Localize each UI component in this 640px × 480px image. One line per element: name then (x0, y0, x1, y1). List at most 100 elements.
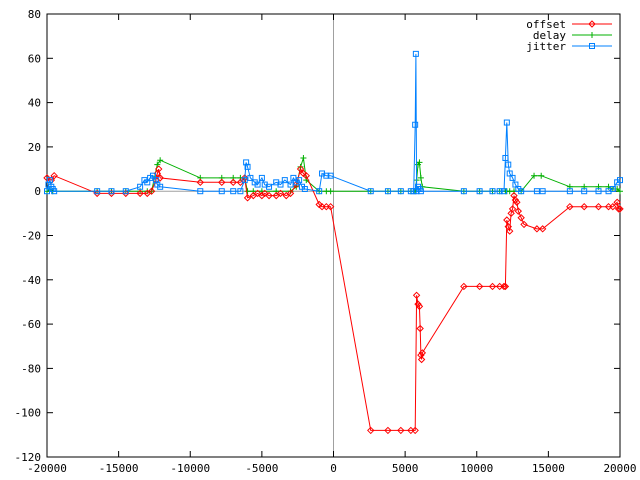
data-point-offset (500, 282, 508, 291)
data-point-jitter (327, 172, 334, 179)
data-point-jitter (287, 181, 294, 188)
data-point-jitter (367, 188, 374, 195)
data-point-offset (511, 196, 520, 204)
data-point-jitter (617, 177, 623, 184)
data-point-jitter (237, 188, 244, 195)
legend-label-offset: offset (526, 18, 566, 31)
data-point-jitter (44, 188, 50, 195)
data-point-offset (475, 282, 484, 291)
data-point-offset (501, 282, 510, 291)
data-point-offset (296, 165, 305, 173)
data-point-offset (411, 426, 419, 435)
data-point-jitter (94, 188, 101, 195)
axes: -120 -100 -80 -60 -40 -20 0 20 40 60 80 -20000 -1500… (15, 8, 637, 475)
data-point-delay (416, 159, 423, 166)
data-point-offset (580, 202, 588, 211)
data-point-offset (594, 202, 603, 211)
data-point-jitter (460, 188, 467, 195)
data-point-jitter (412, 121, 419, 128)
y-tick-label: -100 (15, 407, 42, 420)
x-tick-label: 20000 (603, 462, 636, 475)
data-point-jitter (277, 181, 284, 188)
data-point-jitter (281, 177, 288, 184)
data-point-delay (300, 154, 307, 161)
data-point-jitter (296, 177, 303, 184)
y-tick-label: -40 (21, 274, 41, 287)
data-point-offset (503, 216, 511, 224)
data-point-offset (50, 171, 58, 180)
data-point-offset (196, 178, 204, 187)
legend-marker-offset (588, 20, 596, 28)
y-tick-label: -60 (21, 318, 41, 331)
data-point-offset (415, 302, 424, 311)
data-point-jitter (496, 188, 503, 195)
data-point-offset (514, 207, 522, 215)
x-tick-label: -5000 (245, 462, 278, 475)
legend-marker-jitter (589, 43, 595, 49)
data-point-offset (265, 191, 273, 200)
data-point-offset (566, 202, 574, 211)
y-tick-label: 40 (28, 97, 41, 110)
data-point-jitter (581, 188, 588, 195)
legend-marker-delay (589, 32, 595, 38)
y-tick-label: -120 (15, 451, 42, 464)
data-point-offset (609, 202, 617, 211)
data-point-offset (614, 205, 623, 213)
data-point-delay (327, 188, 334, 195)
data-point-offset (286, 189, 295, 198)
data-point-offset (367, 426, 375, 435)
x-tick-label: 10000 (460, 462, 493, 475)
data-point-offset (326, 202, 335, 211)
y-tick-label: 20 (28, 141, 41, 154)
data-point-offset (412, 291, 421, 300)
data-point-offset (538, 225, 547, 233)
data-point-jitter (503, 119, 510, 126)
data-point-offset (156, 174, 164, 182)
x-tick-label: -20000 (27, 462, 67, 475)
data-point-offset (261, 189, 269, 198)
data-point-delay (157, 157, 164, 164)
data-point-jitter (384, 188, 391, 195)
data-point-jitter (476, 188, 483, 195)
data-point-jitter (595, 188, 602, 195)
data-point-jitter (197, 188, 204, 195)
data-point-jitter (218, 188, 225, 195)
data-point-delay (154, 161, 161, 168)
data-point-jitter (539, 188, 546, 195)
data-point-delay (244, 188, 251, 195)
data-point-offset (417, 351, 425, 359)
data-point-jitter (505, 161, 512, 168)
data-point-delay (417, 174, 424, 181)
data-point-jitter (417, 188, 424, 195)
x-tick-label: 15000 (532, 462, 565, 475)
data-point-offset (147, 187, 156, 195)
y-tick-label: -20 (21, 230, 41, 243)
data-point-offset (416, 324, 424, 333)
data-point-offset (258, 191, 266, 200)
data-point-jitter (254, 181, 261, 188)
data-point-jitter (316, 188, 323, 195)
data-point-jitter (500, 188, 507, 195)
data-point-jitter (152, 177, 159, 184)
data-point-jitter (51, 188, 58, 195)
data-point-jitter (266, 183, 273, 190)
data-point-jitter (518, 188, 525, 195)
x-tick-label: 0 (330, 462, 337, 475)
data-point-offset (397, 426, 405, 435)
data-point-offset (513, 198, 521, 206)
data-point-offset (460, 282, 468, 291)
data-point-jitter (489, 188, 496, 195)
data-point-jitter (122, 188, 129, 195)
data-point-jitter (323, 172, 330, 179)
y-tick-label: 0 (34, 185, 41, 198)
data-point-jitter (244, 163, 251, 170)
data-point-delay (538, 172, 545, 179)
data-point-offset (505, 227, 514, 235)
data-point-jitter (108, 188, 115, 195)
data-point-offset (613, 198, 621, 206)
data-point-offset (414, 300, 422, 308)
series-layer (43, 50, 624, 435)
data-point-offset (517, 214, 525, 222)
